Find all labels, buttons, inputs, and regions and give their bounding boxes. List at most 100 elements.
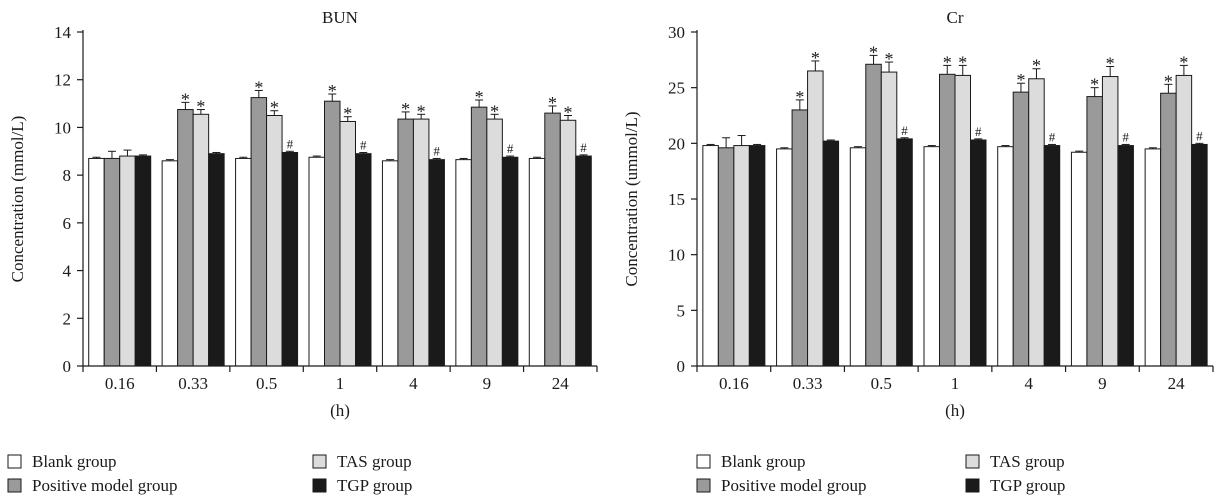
significance-mark: #: [580, 140, 587, 155]
y-tick-label: 30: [668, 23, 685, 42]
significance-mark: *: [795, 87, 804, 107]
x-tick-label: 24: [552, 374, 570, 393]
bar: [119, 155, 136, 367]
chart-title: Cr: [947, 8, 964, 27]
bar: [997, 146, 1014, 367]
y-tick-label: 4: [63, 262, 72, 281]
significance-mark: *: [254, 77, 263, 97]
bar: [177, 109, 194, 367]
bar: [501, 156, 519, 367]
x-tick-label: 1: [951, 374, 960, 393]
bar: [954, 74, 971, 367]
legend-label: TGP group: [990, 476, 1065, 495]
significance-mark: *: [490, 101, 499, 121]
bar: [1028, 78, 1045, 367]
bar: [822, 140, 840, 367]
y-tick-label: 10: [54, 118, 71, 137]
bun-chart: BUN Concentration (mmol/L) (h) * * * * * * * * * * * *…: [8, 8, 598, 420]
bar: [88, 157, 105, 367]
significance-mark: *: [1164, 71, 1173, 91]
bar: [544, 112, 561, 367]
x-tick-label: 0.5: [871, 374, 892, 393]
significance-mark: #: [360, 137, 367, 152]
legend-swatch: [696, 478, 711, 493]
bar: [250, 97, 268, 367]
bar: [1160, 92, 1177, 367]
bar: [486, 118, 503, 367]
significance-mark: *: [1090, 75, 1099, 95]
cr-chart: Cr Concentration (ummol/L) (h) * * * * * * * * * * * *…: [622, 8, 1214, 420]
bar: [324, 100, 341, 367]
bar: [528, 157, 546, 367]
significance-mark: *: [417, 101, 426, 121]
bar: [717, 147, 735, 367]
significance-mark: *: [1016, 70, 1025, 90]
x-axis-label: (h): [330, 401, 350, 420]
bar: [733, 145, 750, 367]
bar: [470, 106, 488, 367]
y-tick-label: 15: [668, 190, 685, 209]
bar: [849, 147, 867, 367]
significance-mark: *: [343, 104, 352, 124]
y-tick-label: 10: [668, 246, 685, 265]
significance-mark: *: [885, 49, 894, 69]
significance-mark: *: [811, 48, 820, 68]
significance-mark: #: [1122, 129, 1129, 144]
bar: [702, 145, 719, 367]
bar: [381, 160, 399, 367]
x-tick-label: 0.33: [178, 374, 208, 393]
bar: [970, 139, 987, 367]
y-tick-label: 8: [63, 166, 72, 185]
legend-label: Positive model group: [32, 476, 177, 495]
bar: [428, 159, 445, 367]
bar: [1086, 96, 1103, 367]
y-axis-label: Concentration (mmol/L): [8, 116, 27, 283]
bar: [1101, 76, 1119, 367]
legend-label: TGP group: [337, 476, 412, 495]
significance-mark: *: [869, 42, 878, 62]
y-tick-label: 2: [63, 309, 72, 328]
bar: [880, 71, 898, 367]
bar: [923, 146, 940, 367]
significance-mark: *: [401, 99, 410, 119]
significance-mark: *: [1106, 54, 1115, 74]
significance-mark: #: [975, 124, 982, 139]
x-tick-label: 4: [409, 374, 418, 393]
significance-mark: *: [475, 87, 484, 107]
bar: [281, 151, 299, 367]
bar: [575, 155, 592, 367]
significance-mark: *: [1179, 52, 1188, 72]
legend-swatch: [7, 454, 22, 469]
y-tick-label: 0: [63, 357, 72, 376]
significance-mark: *: [958, 52, 967, 72]
y-tick-label: 5: [677, 301, 686, 320]
bar: [308, 156, 325, 367]
bar: [339, 120, 356, 367]
bar: [103, 157, 121, 367]
cr-legend: Blank group Positive model group TAS group…: [696, 452, 1065, 495]
bar: [1043, 145, 1061, 367]
significance-mark: *: [943, 52, 952, 72]
bar: [1012, 91, 1030, 367]
bar: [192, 113, 210, 367]
bar: [748, 145, 766, 367]
y-tick-label: 6: [63, 214, 72, 233]
bar: [559, 119, 577, 367]
x-tick-label: 1: [336, 374, 345, 393]
legend-swatch: [312, 478, 327, 493]
significance-mark: *: [270, 98, 279, 118]
bar: [161, 160, 179, 367]
bar: [1191, 143, 1208, 367]
significance-mark: #: [901, 123, 908, 138]
bar: [355, 153, 372, 367]
bar: [455, 159, 472, 367]
bun-legend: Blank group Positive model group TAS group…: [7, 452, 412, 495]
legend-swatch: [7, 478, 22, 493]
legend-swatch: [696, 454, 711, 469]
bar: [1070, 151, 1088, 367]
y-tick-label: 20: [668, 134, 685, 153]
significance-mark: *: [196, 97, 205, 117]
x-tick-label: 0.5: [256, 374, 277, 393]
significance-mark: #: [1049, 129, 1056, 144]
